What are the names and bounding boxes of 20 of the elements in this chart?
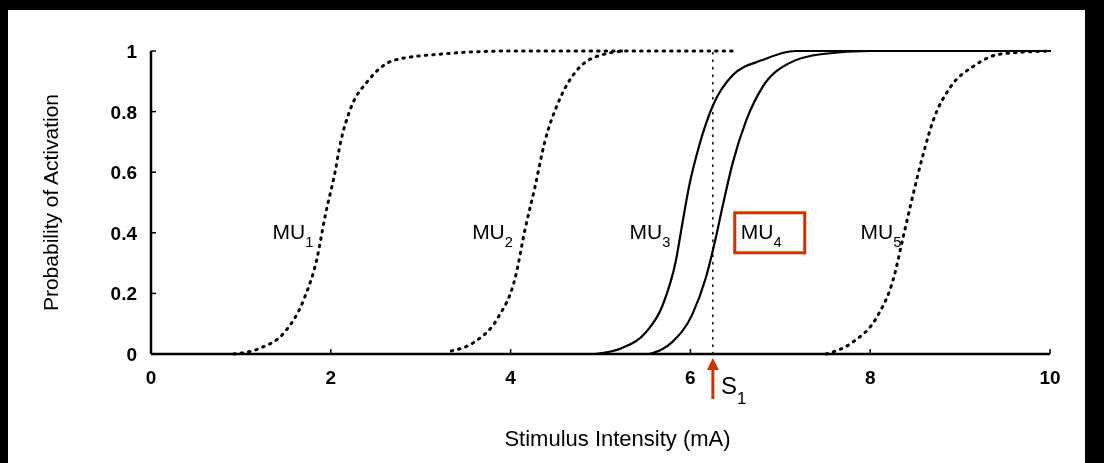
x-axis-title: Stimulus Intensity (mA) bbox=[504, 426, 731, 451]
y-tick-label: 0.6 bbox=[110, 162, 137, 184]
series-label: MU$_{5}$ bbox=[860, 219, 902, 250]
series-label: MU$_{2}$ bbox=[472, 219, 513, 250]
x-tick-label: 4 bbox=[505, 367, 517, 388]
x-tick-label: 10 bbox=[1039, 367, 1061, 388]
series-label: MU$_{3}$ bbox=[629, 219, 671, 250]
x-tick-label: 2 bbox=[325, 367, 337, 388]
series-label: MU$_{1}$ bbox=[272, 219, 314, 250]
y-tick-label: 0.8 bbox=[110, 101, 137, 123]
x-tick-label: 6 bbox=[685, 367, 696, 388]
series-label: MU$_{4}$ bbox=[740, 219, 782, 250]
x-tick-label: 0 bbox=[145, 367, 157, 388]
ref-line-label: S$_{1}$ bbox=[720, 372, 747, 408]
y-tick-label: 0.2 bbox=[110, 283, 137, 305]
y-tick-label: 0 bbox=[126, 344, 137, 365]
x-tick-label: 8 bbox=[864, 367, 876, 388]
y-tick-label: 0.4 bbox=[110, 222, 138, 244]
y-tick-label: 1 bbox=[126, 41, 138, 62]
y-axis-title: Probability of Activation bbox=[39, 93, 62, 312]
